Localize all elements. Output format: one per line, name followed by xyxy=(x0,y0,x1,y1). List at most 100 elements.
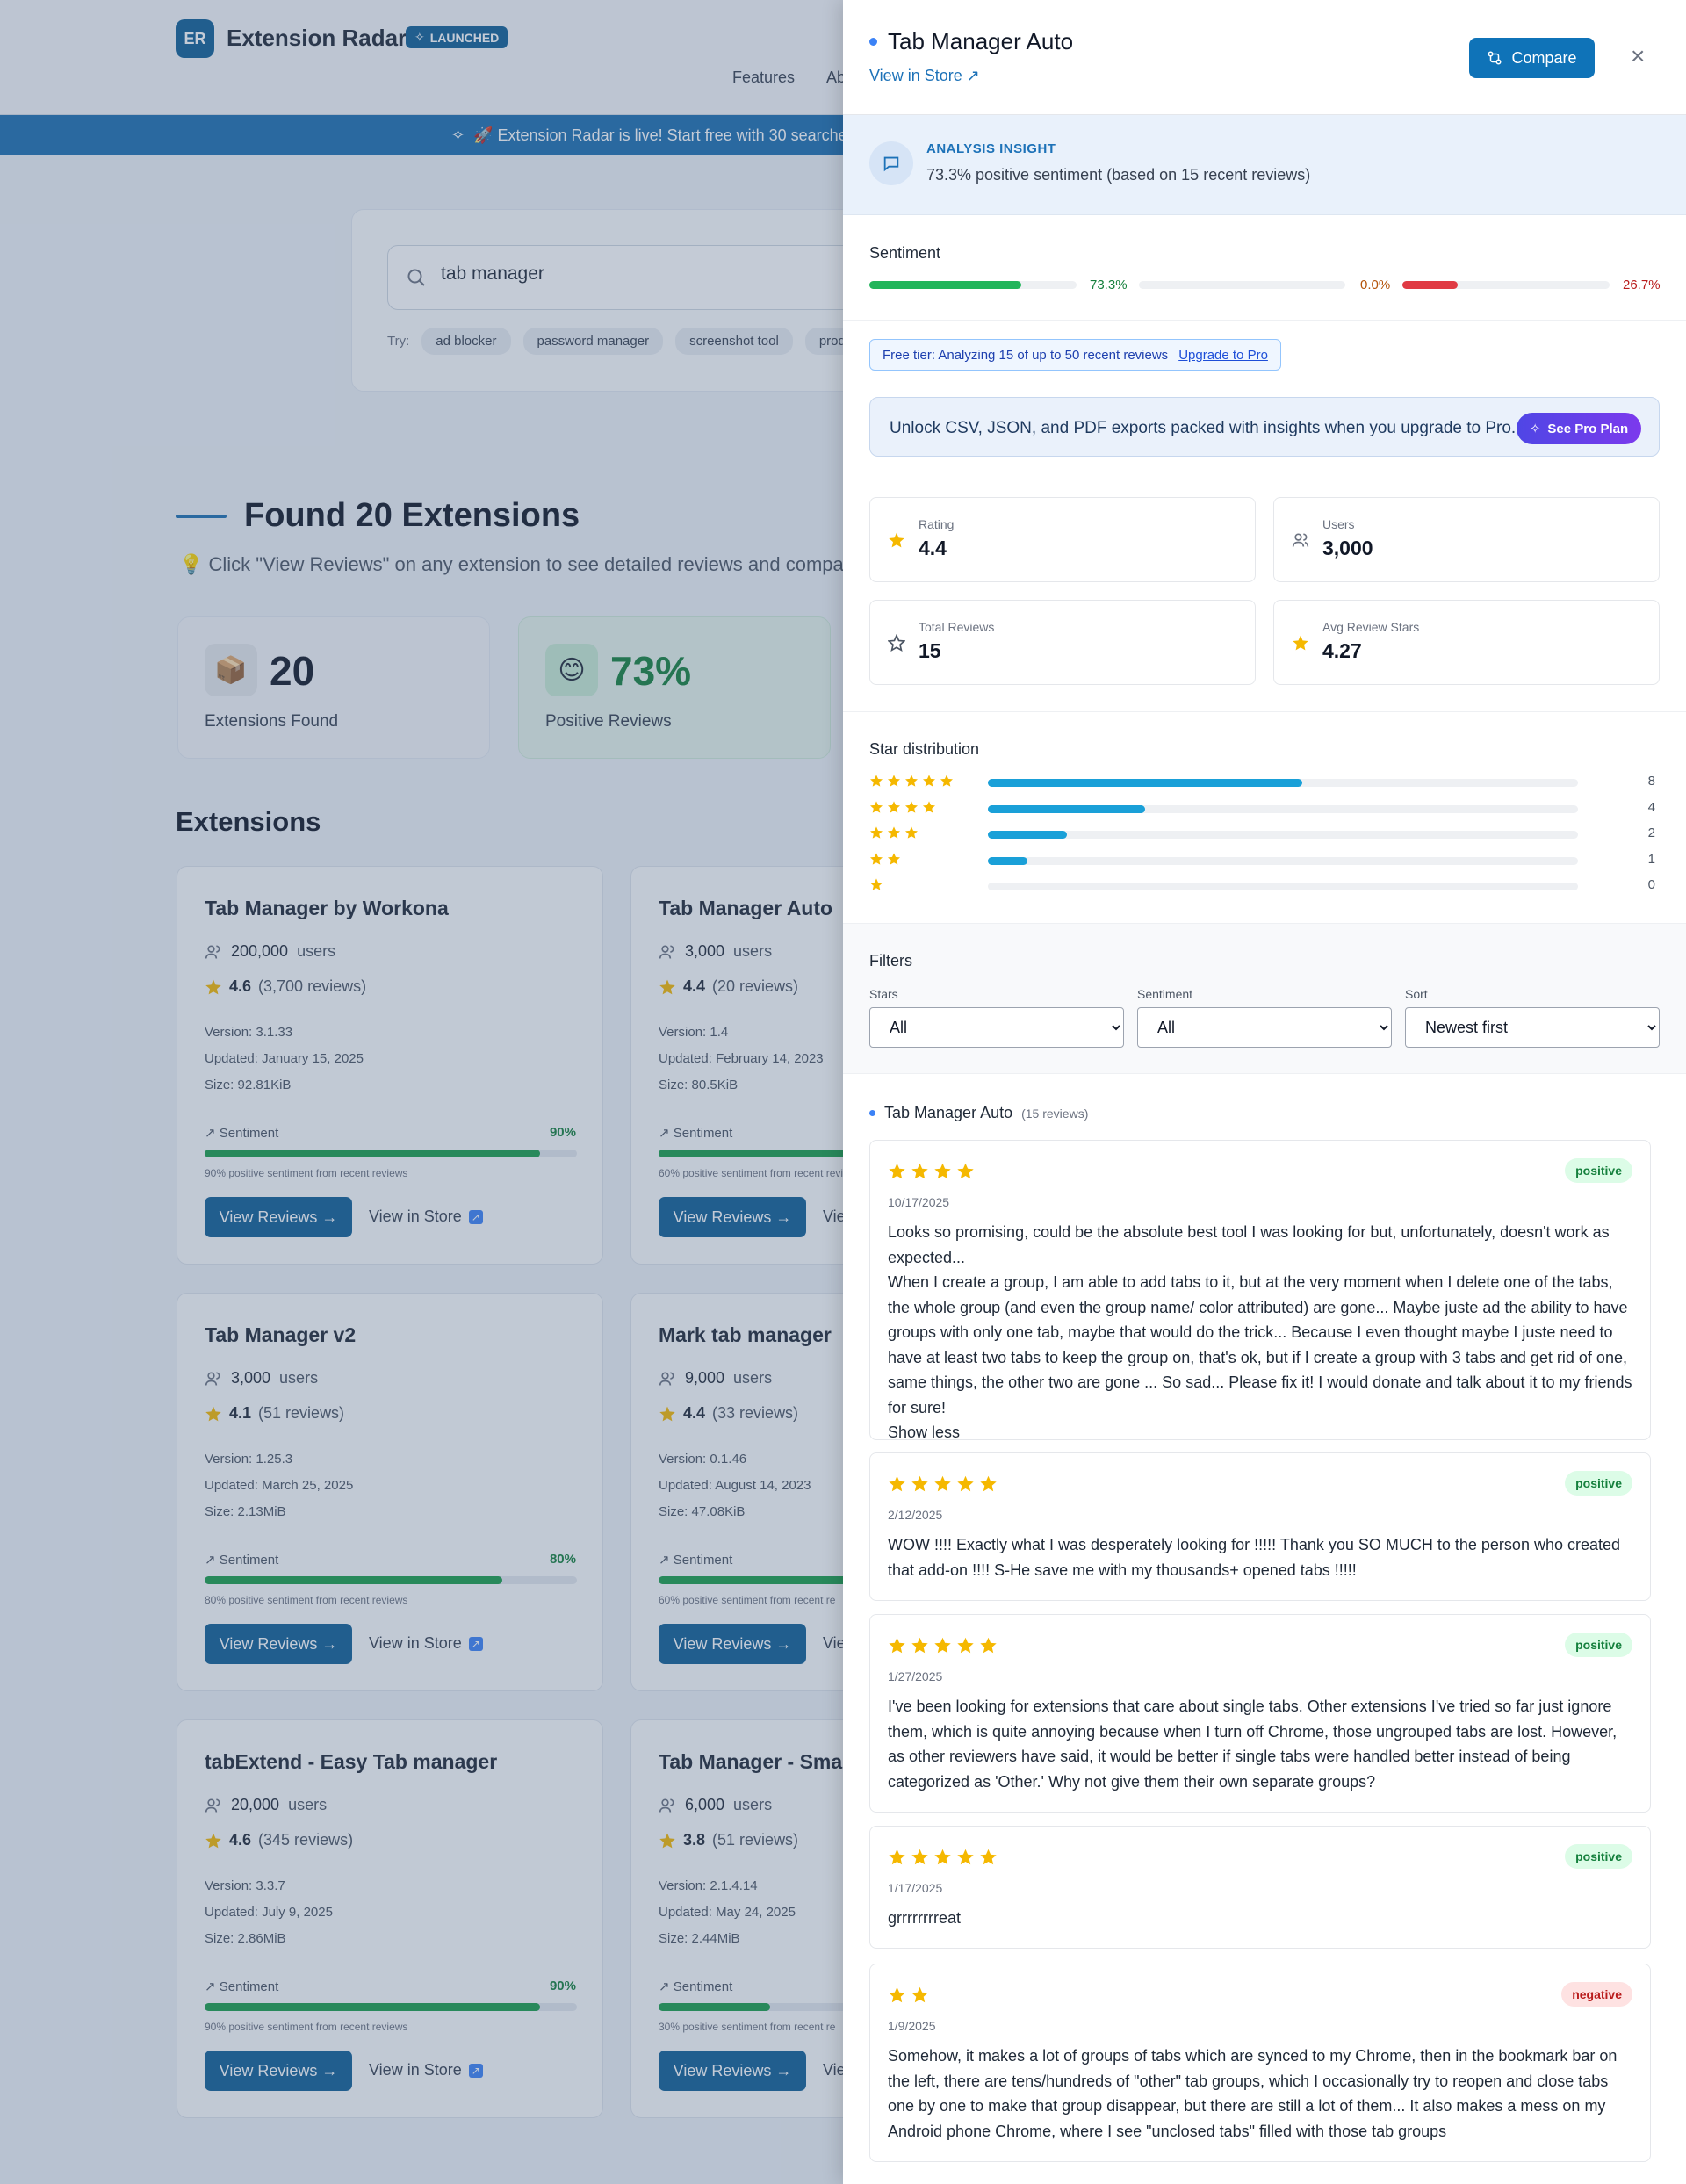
users-count: 200,000 xyxy=(231,942,289,960)
stars-select[interactable]: All xyxy=(869,1007,1124,1048)
view-in-store-link[interactable]: View in Store ↗ xyxy=(369,2061,483,2079)
view-reviews-button[interactable]: View Reviews → xyxy=(659,2051,806,2091)
sentiment-badge: positive xyxy=(1565,1844,1632,1869)
view-in-store-link[interactable]: View in Store ↗ xyxy=(869,67,980,84)
sentiment-note: 90% positive sentiment from recent revie… xyxy=(205,2021,408,2033)
nav-links: Features Ab xyxy=(732,68,846,87)
updated-value: July 9, 2025 xyxy=(262,1905,333,1920)
star-rating xyxy=(869,852,901,866)
extension-name[interactable]: tabExtend - Easy Tab manager xyxy=(205,1750,498,1773)
external-link-icon: ↗ xyxy=(468,2063,483,2078)
metric-value: 3,000 xyxy=(1322,537,1373,559)
users-suffix: users xyxy=(288,1796,328,1813)
extension-name[interactable]: Tab Manager Auto xyxy=(659,897,833,919)
star-icon xyxy=(911,1163,928,1179)
view-in-store-label: View in Store xyxy=(369,1207,462,1225)
star-icon xyxy=(888,826,900,839)
review-card: negative 1/9/2025 Somehow, it makes a lot … xyxy=(869,1964,1651,2162)
extension-updated: Updated: August 14, 2023 xyxy=(659,1478,811,1493)
star-icon xyxy=(1293,635,1308,651)
view-in-store-link[interactable]: View in Store ↗ xyxy=(369,1634,483,1653)
app-name[interactable]: Extension Radar xyxy=(227,25,407,51)
size-value: 2.44MiB xyxy=(691,1931,740,1946)
star-icon xyxy=(889,1637,905,1654)
star-icon xyxy=(957,1849,974,1865)
distribution-fill xyxy=(988,804,1146,813)
star-icon xyxy=(934,1163,951,1179)
review-list-title: Tab Manager Auto xyxy=(884,1104,1013,1121)
view-reviews-button[interactable]: View Reviews → xyxy=(659,1197,806,1237)
sentiment-label: ↗ Sentiment xyxy=(659,1979,732,1994)
app-logo[interactable]: ER xyxy=(176,19,214,58)
see-pro-plan-button[interactable]: ✧ See Pro Plan xyxy=(1517,413,1641,444)
star-icon xyxy=(905,775,918,787)
updated-label: Updated: xyxy=(659,1051,712,1066)
extension-updated: Updated: May 24, 2025 xyxy=(659,1905,796,1920)
sentiment-fill xyxy=(659,2003,771,2011)
nav-link-about[interactable]: Ab xyxy=(826,68,847,86)
updated-value: May 24, 2025 xyxy=(716,1905,796,1920)
review-card: positive 1/17/2025 grrrrrrrreat xyxy=(869,1826,1651,1949)
size-value: 2.13MiB xyxy=(237,1504,286,1519)
star-icon xyxy=(905,800,918,813)
extension-rating: 4.6 (345 reviews) xyxy=(205,1831,353,1849)
size-label: Size: xyxy=(205,1504,234,1519)
version-label: Version: xyxy=(659,1452,707,1467)
sentiment-negative-track xyxy=(1402,281,1610,289)
stat-card-positive: 😊 73% Positive Reviews xyxy=(518,616,831,759)
updated-value: January 15, 2025 xyxy=(262,1051,364,1066)
sparkle-icon: ✧ xyxy=(1529,422,1541,436)
sentiment-select[interactable]: All xyxy=(1137,1007,1392,1048)
suggestion-chip[interactable]: password manager xyxy=(522,328,664,355)
star-icon xyxy=(205,979,221,994)
star-icon xyxy=(889,1986,905,2003)
sentiment-negative-pct: 26.7% xyxy=(1623,278,1661,292)
extension-name[interactable]: Mark tab manager xyxy=(659,1323,832,1346)
trend-icon: ↗ xyxy=(659,1553,670,1568)
view-in-store-link[interactable]: Vie xyxy=(823,1207,846,1226)
extension-size: Size: 47.08KiB xyxy=(659,1504,745,1519)
star-rating xyxy=(869,800,936,814)
sentiment-note: 80% positive sentiment from recent revie… xyxy=(205,1594,408,1606)
extension-name[interactable]: Tab Manager - Smart xyxy=(659,1750,857,1773)
compare-button[interactable]: Compare xyxy=(1469,38,1595,78)
star-icon xyxy=(934,1637,951,1654)
panel-title-text: Tab Manager Auto xyxy=(888,28,1074,54)
nav-link-features[interactable]: Features xyxy=(732,68,796,86)
sentiment-label: ↗ Sentiment xyxy=(205,1979,278,1994)
extension-updated: Updated: July 9, 2025 xyxy=(205,1905,333,1920)
view-in-store-link[interactable]: Vie xyxy=(823,1634,846,1653)
view-reviews-button[interactable]: View Reviews → xyxy=(205,1197,352,1237)
view-in-store-link[interactable]: View in Store ↗ xyxy=(369,1207,483,1226)
sentiment-filter: Sentiment All xyxy=(1137,987,1392,1048)
sentiment-badge: positive xyxy=(1565,1158,1632,1183)
sentiment-track xyxy=(205,1150,577,1157)
sentiment-neutral-pct: 0.0% xyxy=(1360,278,1391,292)
suggestion-chip[interactable]: ad blocker xyxy=(422,328,511,355)
rating-reviews: (3,700 reviews) xyxy=(258,977,367,995)
view-reviews-button[interactable]: View Reviews → xyxy=(205,1624,352,1664)
distribution-track xyxy=(988,883,1578,890)
upgrade-link[interactable]: Upgrade to Pro xyxy=(1178,347,1268,363)
close-icon[interactable]: × xyxy=(1631,42,1646,69)
banner-text: 🚀 Extension Radar is live! Start free wi… xyxy=(473,126,847,144)
version-label: Version: xyxy=(205,1452,253,1467)
sentiment-label: ↗ Sentiment xyxy=(205,1125,278,1141)
size-label: Size: xyxy=(205,1078,234,1092)
users-icon xyxy=(659,1798,674,1813)
sentiment-negative-fill xyxy=(1402,281,1458,289)
view-reviews-button[interactable]: View Reviews → xyxy=(205,2051,352,2091)
view-reviews-button[interactable]: View Reviews → xyxy=(659,1624,806,1664)
extension-name[interactable]: Tab Manager v2 xyxy=(205,1323,357,1346)
star-icon xyxy=(870,800,883,813)
heading-accent-bar xyxy=(176,514,227,518)
extension-name[interactable]: Tab Manager by Workona xyxy=(205,897,449,919)
sentiment-positive-fill xyxy=(869,281,1021,289)
launched-badge-label: LAUNCHED xyxy=(429,30,500,45)
distribution-count: 1 xyxy=(1647,851,1655,867)
sort-select[interactable]: Newest first xyxy=(1405,1007,1660,1048)
view-in-store-link[interactable]: Vie xyxy=(823,2061,846,2079)
suggestion-chip[interactable]: screenshot tool xyxy=(675,328,793,355)
results-hint: 💡 Click "View Reviews" on any extension … xyxy=(179,553,844,575)
star-icon xyxy=(923,775,935,787)
